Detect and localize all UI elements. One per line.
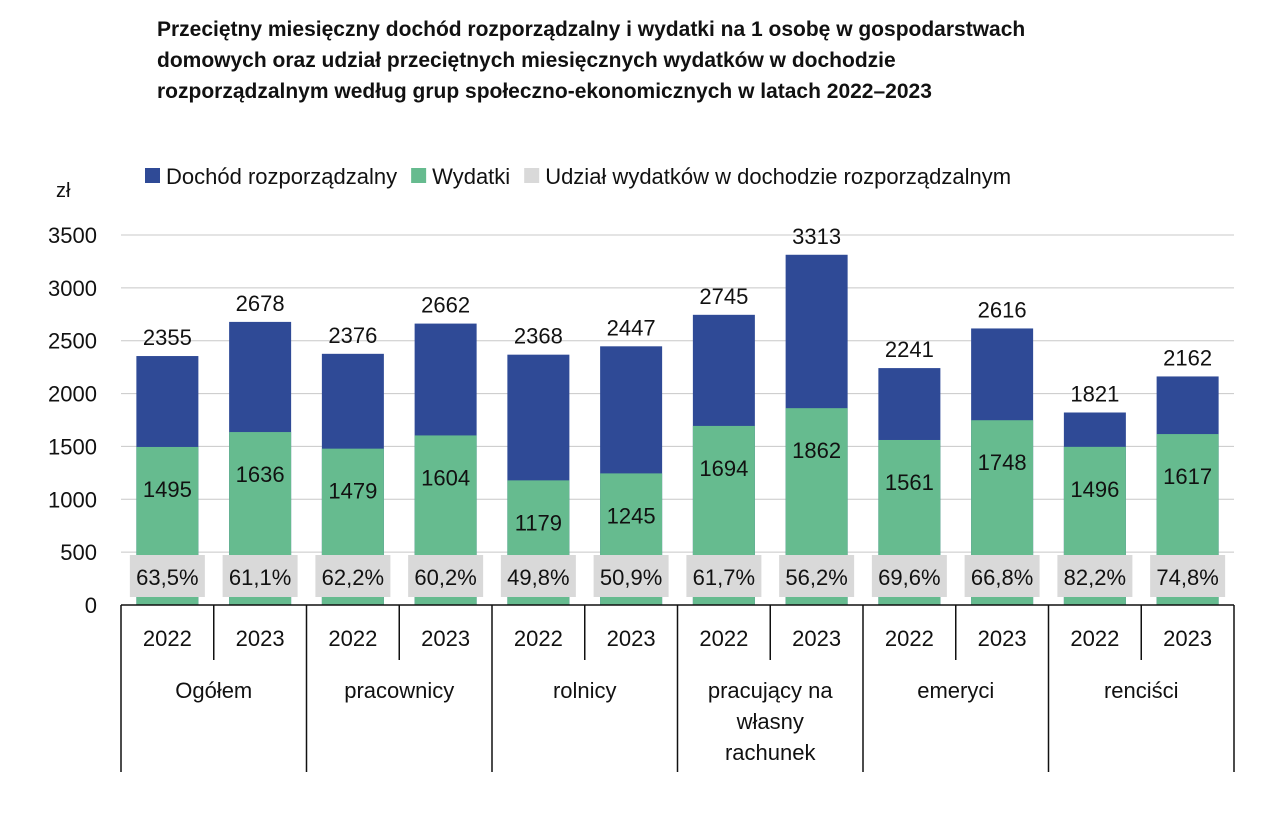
x-tick-year: 2022 — [514, 626, 563, 651]
data-label-share: 66,8% — [971, 565, 1033, 590]
data-label-income: 2368 — [514, 324, 563, 349]
share-label-box — [593, 555, 669, 597]
y-tick-label: 1500 — [48, 434, 97, 459]
share-label-box — [315, 555, 391, 597]
data-label-expenses: 1694 — [699, 456, 748, 481]
data-label-expenses: 1479 — [328, 479, 377, 504]
share-label-box — [1150, 555, 1226, 597]
share-label-box — [1057, 555, 1133, 597]
x-group-label: emeryci — [917, 678, 994, 703]
data-label-share: 74,8% — [1156, 565, 1218, 590]
legend-swatch — [524, 168, 540, 183]
legend-label: Udział wydatków w dochodzie rozporządzal… — [545, 164, 1011, 189]
legend-swatch — [411, 168, 427, 183]
x-tick-year: 2022 — [143, 626, 192, 651]
data-label-share: 60,2% — [414, 565, 476, 590]
y-tick-label: 500 — [60, 540, 97, 565]
x-group-label: rolnicy — [553, 678, 617, 703]
x-group-label: pracownicy — [344, 678, 454, 703]
x-tick-year: 2023 — [607, 626, 656, 651]
data-label-share: 61,1% — [229, 565, 291, 590]
y-tick-label: 1000 — [48, 487, 97, 512]
x-group-label: renciści — [1104, 678, 1179, 703]
data-label-expenses: 1748 — [978, 450, 1027, 475]
title-line: domowych oraz udział przeciętnych miesię… — [157, 49, 896, 72]
data-label-expenses: 1495 — [143, 477, 192, 502]
data-label-expenses: 1636 — [236, 462, 285, 487]
data-label-income: 1821 — [1070, 381, 1119, 406]
share-label-box — [129, 555, 205, 597]
data-label-expenses: 1862 — [792, 438, 841, 463]
share-label-box — [964, 555, 1040, 597]
x-tick-year: 2022 — [1070, 626, 1119, 651]
data-label-income: 2616 — [978, 297, 1027, 322]
data-label-share: 69,6% — [878, 565, 940, 590]
data-label-expenses: 1179 — [515, 510, 562, 535]
data-label-share: 63,5% — [136, 565, 198, 590]
data-label-share: 62,2% — [322, 565, 384, 590]
title-line: Przeciętny miesięczny dochód rozporządza… — [157, 18, 1026, 41]
data-label-expenses: 1617 — [1163, 464, 1212, 489]
data-label-income: 2662 — [421, 293, 470, 318]
x-tick-year: 2022 — [885, 626, 934, 651]
x-group-label: własny — [736, 709, 804, 734]
data-label-income: 2745 — [699, 284, 748, 309]
data-label-share: 56,2% — [785, 565, 847, 590]
share-label-box — [500, 555, 576, 597]
data-label-income: 2376 — [328, 323, 377, 348]
title-line: rozporządzalnym według grup społeczno-ek… — [157, 80, 932, 103]
share-label-box — [686, 555, 762, 597]
x-tick-year: 2022 — [328, 626, 377, 651]
data-label-share: 50,9% — [600, 565, 662, 590]
data-label-expenses: 1561 — [885, 470, 934, 495]
data-label-share: 49,8% — [507, 565, 569, 590]
x-group-label: rachunek — [725, 740, 817, 765]
data-label-share: 61,7% — [693, 565, 755, 590]
data-label-income: 2241 — [885, 337, 934, 362]
chart-title: Przeciętny miesięczny dochód rozporządza… — [157, 14, 1237, 107]
x-tick-year: 2023 — [978, 626, 1027, 651]
data-label-income: 3313 — [792, 224, 841, 249]
data-label-share: 82,2% — [1064, 565, 1126, 590]
y-tick-label: 2500 — [48, 329, 97, 354]
share-label-box — [222, 555, 298, 597]
y-tick-label: 2000 — [48, 382, 97, 407]
data-label-expenses: 1604 — [421, 465, 470, 490]
share-label-box — [871, 555, 947, 597]
data-label-income: 2678 — [236, 291, 285, 316]
x-group-label: pracujący na — [708, 678, 834, 703]
legend-label: Wydatki — [432, 164, 510, 189]
y-axis-label: zł — [56, 180, 71, 202]
share-label-box — [408, 555, 484, 597]
data-label-expenses: 1496 — [1070, 477, 1119, 502]
legend-swatch — [145, 168, 160, 183]
x-tick-year: 2023 — [792, 626, 841, 651]
x-tick-year: 2023 — [1163, 626, 1212, 651]
y-tick-label: 3000 — [48, 276, 97, 301]
data-label-income: 2355 — [143, 325, 192, 350]
x-tick-year: 2023 — [236, 626, 285, 651]
y-tick-label: 0 — [85, 593, 97, 618]
legend-label: Dochód rozporządzalny — [166, 164, 397, 189]
x-group-label: Ogółem — [175, 678, 252, 703]
x-tick-year: 2022 — [699, 626, 748, 651]
data-label-income: 2447 — [607, 315, 656, 340]
y-tick-label: 3500 — [48, 223, 97, 248]
data-label-income: 2162 — [1163, 345, 1212, 370]
data-label-expenses: 1245 — [607, 503, 656, 528]
share-label-box — [779, 555, 855, 597]
x-tick-year: 2023 — [421, 626, 470, 651]
